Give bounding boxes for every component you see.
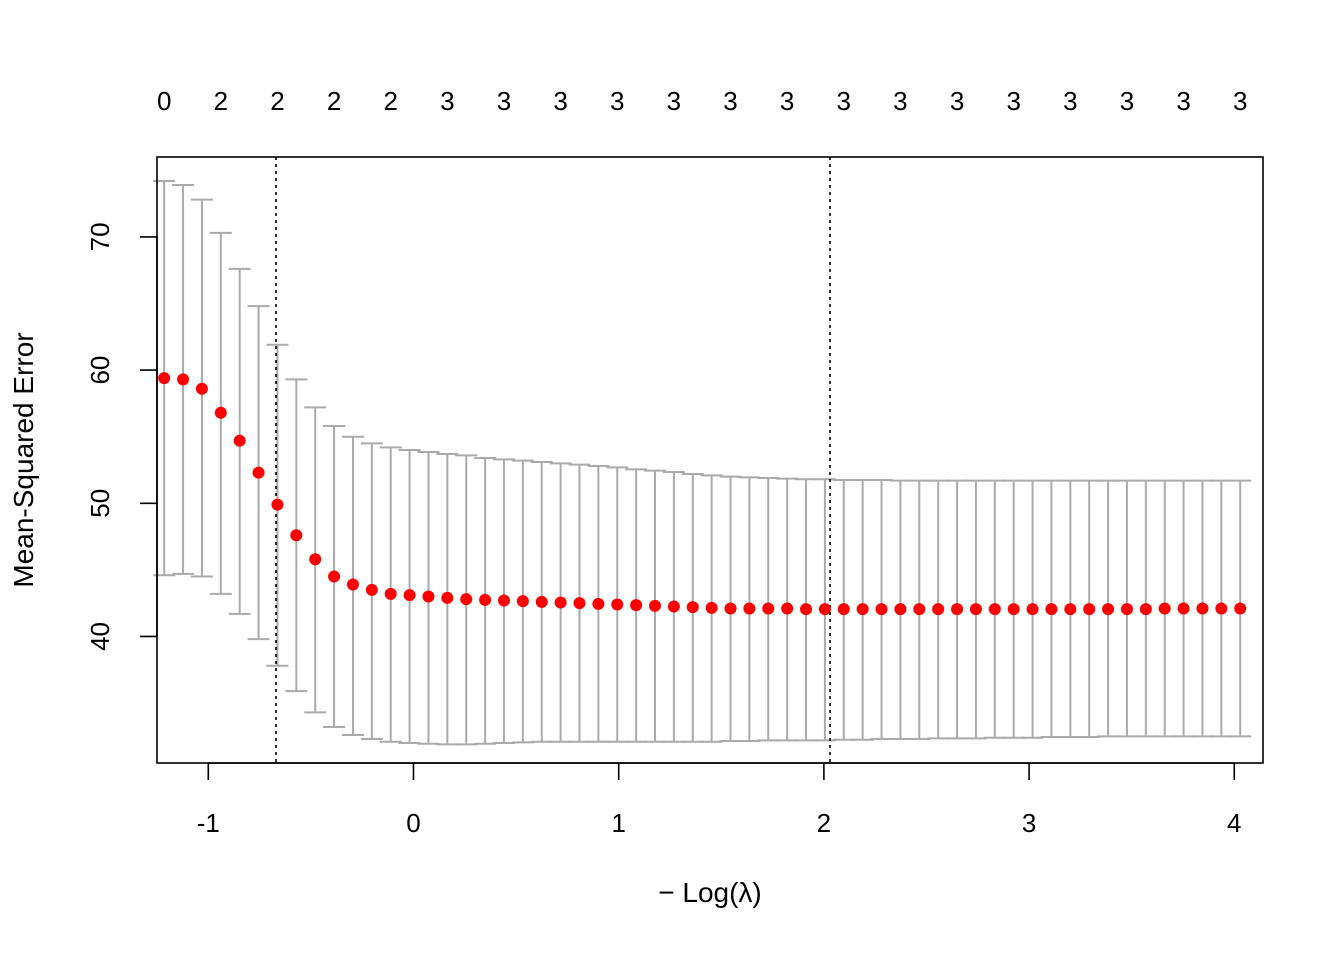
data-point	[818, 603, 831, 616]
data-point	[894, 603, 907, 616]
data-point	[1064, 603, 1077, 616]
top-axis-label: 2	[383, 86, 397, 116]
data-point	[743, 602, 756, 615]
top-axis-label: 3	[497, 86, 511, 116]
data-point	[573, 597, 586, 610]
data-point	[1158, 602, 1171, 615]
x-tick-label: 4	[1227, 808, 1241, 838]
data-point	[611, 598, 624, 611]
top-axis-label: 3	[1006, 86, 1020, 116]
data-point	[365, 583, 378, 596]
data-point	[1102, 603, 1115, 616]
top-axis-label: 3	[440, 86, 454, 116]
data-point	[328, 570, 341, 583]
data-point	[1234, 602, 1247, 615]
data-point	[630, 599, 643, 612]
top-axis-label: 3	[1176, 86, 1190, 116]
data-point	[1196, 602, 1209, 615]
data-point	[441, 591, 454, 604]
data-point	[724, 602, 737, 615]
reference-lines	[275, 157, 831, 763]
data-point	[497, 594, 510, 607]
x-axis-title: − Log(λ)	[658, 877, 762, 908]
y-tick-label: 60	[85, 356, 115, 385]
top-axis-label: 3	[723, 86, 737, 116]
y-axis: 40 50 60 70	[85, 222, 158, 651]
data-point	[460, 593, 473, 606]
top-axis-label: 3	[553, 86, 567, 116]
data-point	[837, 603, 850, 616]
top-axis-label: 3	[1063, 86, 1077, 116]
data-point	[969, 603, 982, 616]
top-axis-label: 3	[780, 86, 794, 116]
data-point	[951, 603, 964, 616]
data-point	[667, 600, 680, 613]
data-point	[1139, 603, 1152, 616]
top-axis-label: 0	[157, 86, 171, 116]
x-tick-label: 3	[1022, 808, 1036, 838]
data-point	[554, 596, 567, 609]
top-axis-label: 3	[950, 86, 964, 116]
top-axis-label: 3	[1120, 86, 1134, 116]
data-point	[252, 466, 265, 479]
data-point	[195, 382, 208, 395]
y-tick-label: 50	[85, 489, 115, 518]
top-axis-label: 2	[327, 86, 341, 116]
data-point	[403, 589, 416, 602]
data-point	[384, 587, 397, 600]
data-point	[1026, 603, 1039, 616]
data-point	[781, 602, 794, 615]
top-axis-label: 3	[893, 86, 907, 116]
x-tick-label: -1	[197, 808, 220, 838]
x-tick-label: 2	[817, 808, 831, 838]
data-point	[346, 578, 359, 591]
data-point	[422, 590, 435, 603]
data-point	[1045, 603, 1058, 616]
x-tick-label: 0	[406, 808, 420, 838]
data-point	[800, 603, 813, 616]
data-point	[290, 529, 303, 542]
top-axis-label: 3	[667, 86, 681, 116]
data-point	[158, 372, 171, 385]
data-point	[875, 603, 888, 616]
data-point	[988, 603, 1001, 616]
data-point	[649, 599, 662, 612]
data-points	[158, 372, 1247, 616]
plot-frame	[156, 156, 1264, 764]
data-point	[1177, 602, 1190, 615]
data-point	[913, 603, 926, 616]
y-tick-label: 40	[85, 622, 115, 651]
data-point	[1120, 603, 1133, 616]
data-point	[932, 603, 945, 616]
data-point	[535, 595, 548, 608]
top-axis-label: 3	[610, 86, 624, 116]
data-point	[233, 434, 246, 447]
data-point	[592, 597, 605, 610]
data-point	[479, 593, 492, 606]
data-point	[856, 603, 869, 616]
top-axis-label: 3	[837, 86, 851, 116]
x-tick-label: 1	[611, 808, 625, 838]
data-point	[1215, 602, 1228, 615]
y-tick-label: 70	[85, 222, 115, 251]
data-point	[177, 373, 190, 386]
errorbars	[153, 179, 1252, 746]
top-axis-labels: 0 2 2 2 2 3 3 3 3 3 3 3 3 3 3 3 3 3 3 3	[157, 86, 1248, 116]
data-point	[686, 601, 699, 614]
data-point	[762, 602, 775, 615]
y-axis-title: Mean-Squared Error	[8, 332, 39, 587]
top-axis-label: 3	[1233, 86, 1247, 116]
data-point	[1007, 603, 1020, 616]
top-axis-label: 2	[270, 86, 284, 116]
data-point	[1083, 603, 1096, 616]
data-point	[309, 553, 322, 566]
data-point	[214, 406, 227, 419]
x-axis: -1 0 1 2 3 4	[197, 762, 1242, 838]
top-axis-label: 2	[214, 86, 228, 116]
data-point	[705, 601, 718, 614]
data-point	[271, 498, 284, 511]
data-point	[516, 595, 529, 608]
